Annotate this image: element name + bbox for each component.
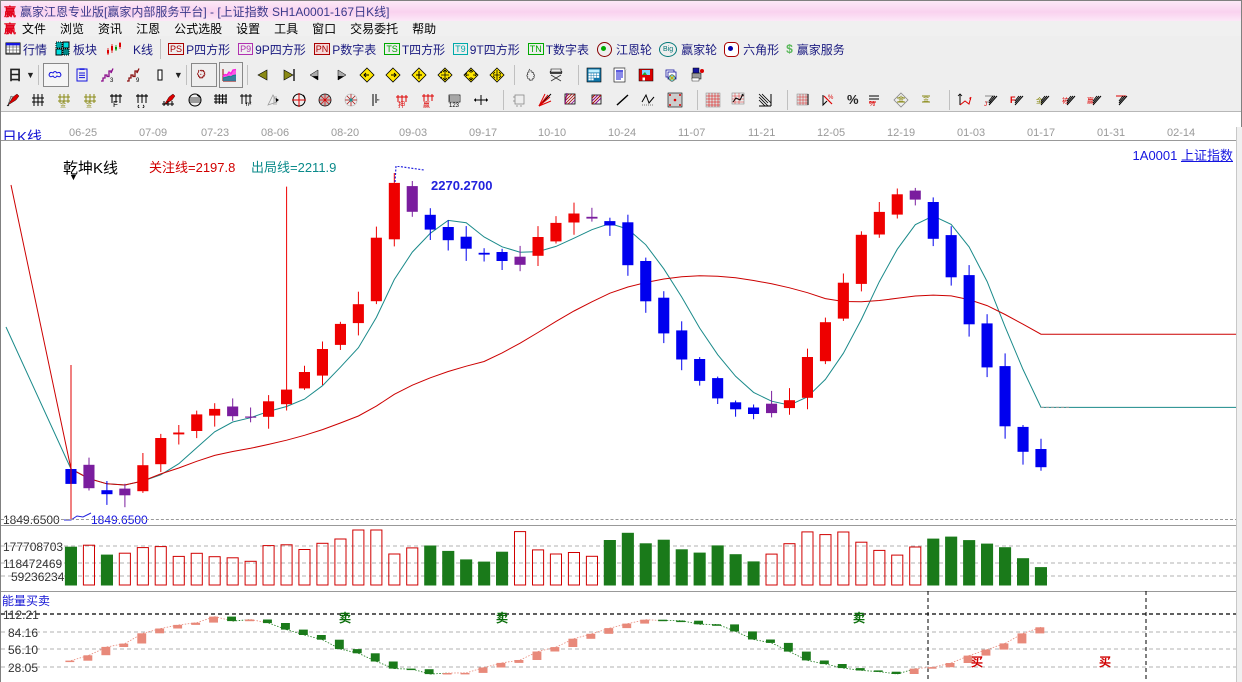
- svg-text:金: 金: [60, 101, 66, 108]
- svg-text:n²: n²: [246, 102, 251, 108]
- svg-text:金: 金: [898, 95, 904, 103]
- svg-text:J: J: [984, 102, 987, 108]
- svg-text:F: F: [113, 100, 118, 108]
- svg-text:赢: 赢: [423, 100, 430, 108]
- svg-text:押: 押: [398, 100, 405, 108]
- svg-text:%: %: [828, 95, 834, 101]
- svg-text:%: %: [869, 101, 875, 108]
- svg-text:F: F: [1010, 95, 1016, 105]
- svg-text:123: 123: [449, 103, 460, 108]
- svg-text:金: 金: [923, 95, 929, 103]
- svg-text:": ": [377, 99, 380, 106]
- svg-text:金: 金: [86, 101, 92, 108]
- svg-text:3: 3: [110, 78, 114, 83]
- svg-text:9: 9: [136, 78, 140, 83]
